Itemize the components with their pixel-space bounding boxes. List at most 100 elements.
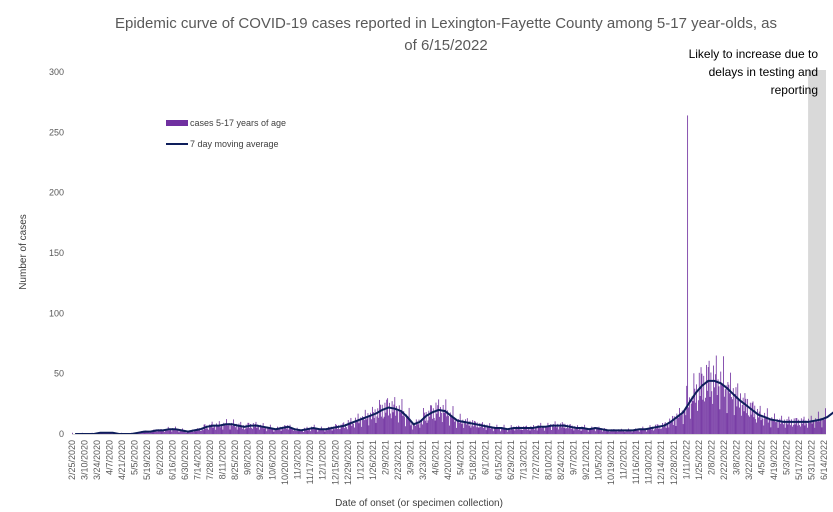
- x-tick-label: 4/20/2021: [443, 440, 453, 480]
- case-bar: [404, 416, 406, 434]
- case-bar: [242, 428, 243, 434]
- case-bar: [212, 427, 214, 434]
- note-line-2: delays in testing and: [709, 65, 818, 79]
- y-tick-label: 50: [54, 369, 64, 379]
- case-bar: [476, 422, 478, 434]
- case-bar: [420, 423, 422, 434]
- case-bar: [440, 406, 441, 434]
- case-bar: [174, 429, 175, 434]
- case-bar: [447, 410, 449, 434]
- case-bar: [611, 431, 613, 434]
- case-bar: [483, 424, 485, 434]
- case-bar: [274, 428, 276, 434]
- case-bar: [364, 409, 366, 434]
- case-bar: [292, 427, 294, 434]
- case-bar: [461, 424, 463, 434]
- case-bar: [530, 426, 532, 434]
- case-bar: [741, 404, 743, 434]
- note-line-3: reporting: [771, 83, 818, 97]
- case-bar: [374, 409, 376, 434]
- case-bar: [241, 425, 243, 434]
- case-bar: [165, 429, 166, 434]
- case-bar: [348, 424, 350, 434]
- case-bar: [591, 426, 593, 434]
- case-bar: [280, 430, 282, 434]
- case-bar: [799, 425, 800, 434]
- cases-bars: [72, 115, 826, 434]
- case-bar: [523, 426, 525, 434]
- case-bar: [485, 430, 487, 434]
- case-bar: [467, 421, 469, 434]
- case-bar: [552, 424, 554, 434]
- case-bar: [601, 428, 603, 434]
- case-bar: [817, 411, 819, 434]
- case-bar: [538, 426, 540, 434]
- note-line-1: Likely to increase due to: [689, 47, 819, 61]
- case-bar: [785, 423, 787, 434]
- case-bar: [512, 429, 514, 434]
- case-bar: [796, 418, 798, 434]
- case-bar: [289, 424, 291, 434]
- case-bar: [665, 428, 667, 434]
- case-bar: [252, 423, 254, 434]
- case-bar: [697, 410, 698, 434]
- case-bar: [229, 429, 231, 434]
- case-bar: [174, 426, 176, 434]
- case-bar: [349, 421, 351, 434]
- case-bar: [163, 431, 165, 434]
- case-bar: [435, 402, 437, 434]
- case-bar: [203, 424, 205, 434]
- case-bar: [218, 421, 220, 434]
- case-bar: [732, 388, 734, 434]
- case-bar: [227, 425, 229, 434]
- case-bar: [226, 425, 228, 434]
- case-bar: [395, 415, 397, 434]
- case-bar: [233, 419, 235, 434]
- case-bar: [597, 428, 599, 434]
- case-bar: [245, 424, 247, 434]
- x-tick-label: 1/25/2022: [694, 440, 704, 480]
- case-bar: [535, 427, 537, 434]
- case-bar: [671, 415, 673, 434]
- case-bar: [383, 416, 385, 434]
- case-bar: [248, 422, 250, 434]
- case-bar: [340, 424, 342, 434]
- case-bar: [677, 417, 679, 434]
- case-bar: [417, 424, 419, 434]
- case-bar: [714, 374, 716, 434]
- case-bar: [806, 423, 808, 434]
- case-bar: [287, 429, 289, 434]
- case-bar: [154, 431, 156, 434]
- case-bar: [260, 424, 261, 434]
- case-bar: [235, 423, 237, 434]
- case-bar: [515, 429, 517, 434]
- case-bar: [742, 397, 744, 434]
- case-bar: [645, 428, 646, 434]
- case-bar: [206, 425, 208, 434]
- case-bar: [729, 393, 731, 434]
- case-bar: [181, 430, 183, 434]
- case-bar: [770, 427, 772, 434]
- case-bar: [684, 410, 686, 434]
- case-bar: [788, 416, 790, 434]
- case-bar: [520, 426, 522, 434]
- case-bar: [279, 426, 281, 434]
- case-bar: [386, 399, 388, 434]
- x-tick-label: 8/11/2020: [217, 440, 227, 479]
- case-bar: [358, 423, 360, 434]
- case-bar: [214, 426, 216, 434]
- case-bar: [381, 404, 383, 434]
- case-bar: [822, 418, 824, 434]
- case-bar: [696, 384, 697, 434]
- case-bar: [459, 413, 461, 434]
- case-bar: [582, 428, 584, 434]
- case-bar: [298, 429, 300, 434]
- x-tick-label: 4/19/2022: [769, 440, 779, 480]
- case-bar: [800, 426, 801, 434]
- case-bar: [472, 420, 474, 434]
- case-bar: [625, 429, 627, 434]
- case-bar: [353, 423, 355, 434]
- case-bar: [397, 410, 398, 434]
- case-bar: [768, 419, 770, 434]
- case-bar: [756, 422, 757, 434]
